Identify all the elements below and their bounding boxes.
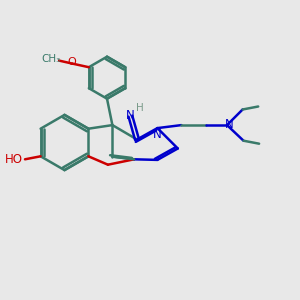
Text: N: N bbox=[153, 128, 162, 141]
Text: N: N bbox=[126, 109, 135, 122]
Text: N: N bbox=[224, 118, 233, 131]
Text: HO: HO bbox=[4, 153, 22, 167]
Text: O: O bbox=[67, 57, 76, 67]
Text: H: H bbox=[136, 103, 144, 113]
Text: CH₃: CH₃ bbox=[41, 54, 60, 64]
